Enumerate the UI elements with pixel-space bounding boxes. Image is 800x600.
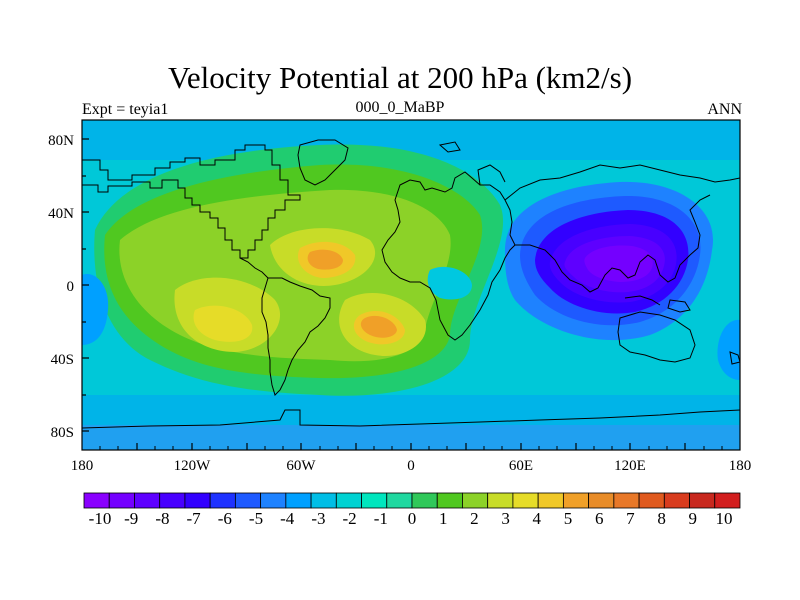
colorbar-box xyxy=(108,492,135,509)
lon-label-120w: 120W xyxy=(174,458,212,474)
colorbar-label: -1 xyxy=(374,509,388,528)
colorbar-label: -10 xyxy=(89,509,112,528)
colorbar-box xyxy=(562,492,590,509)
colorbar-box xyxy=(714,492,741,509)
colorbar-box xyxy=(310,492,337,509)
colorbar-box xyxy=(487,492,514,509)
lat-label-80s: 80S xyxy=(51,425,74,441)
experiment-label: Expt = teyia1 xyxy=(82,101,169,118)
plot-title: Velocity Potential at 200 hPa (km2/s) xyxy=(167,60,633,95)
lon-label-120e: 120E xyxy=(614,458,646,474)
colorbar-label: 5 xyxy=(564,509,573,528)
colorbar-box xyxy=(689,492,716,509)
colorbar-box xyxy=(638,492,665,509)
lon-label-60w: 60W xyxy=(286,458,316,474)
colorbar-label: -8 xyxy=(155,509,169,528)
lon-major-ticks xyxy=(136,443,686,450)
lat-label-0: 0 xyxy=(67,279,75,295)
colorbar-box xyxy=(285,492,312,509)
colorbar-label: 8 xyxy=(657,509,666,528)
colorbar-label: 4 xyxy=(533,509,542,528)
lat-label-40n: 40N xyxy=(48,206,74,222)
colorbar-label: 6 xyxy=(595,509,604,528)
colorbar-label: 7 xyxy=(626,509,635,528)
colorbar-label: -5 xyxy=(249,509,263,528)
colorbar-label: -2 xyxy=(343,509,357,528)
coastlines xyxy=(82,139,740,429)
colorbar-box xyxy=(361,492,388,509)
colorbar-box xyxy=(462,492,489,509)
lat-label-80n: 80N xyxy=(48,133,74,149)
colorbar-box xyxy=(613,492,640,509)
lat-label-40s: 40S xyxy=(51,352,74,368)
colorbar-box xyxy=(537,492,564,509)
colorbar-box xyxy=(134,492,161,509)
colorbar-box xyxy=(335,492,362,509)
colorbar-label: 3 xyxy=(501,509,510,528)
lon-label-0: 0 xyxy=(407,458,415,474)
colorbar-box xyxy=(663,492,690,509)
colorbar-label: -4 xyxy=(280,509,295,528)
colorbar-label: -7 xyxy=(187,509,202,528)
colorbar-label: 9 xyxy=(689,509,698,528)
colorbar-box xyxy=(386,492,413,509)
colorbar-box xyxy=(234,492,262,509)
colorbar-label: 10 xyxy=(716,509,733,528)
colorbar-box xyxy=(209,492,236,509)
colorbar-label: 0 xyxy=(408,509,417,528)
colorbar-labels: -10 -9 -8 -7 -6 -5 -4 -3 -2 -1 0 1 2 3 4 5 6 7 8 9 10 xyxy=(89,509,733,528)
contour-field xyxy=(82,120,740,450)
colorbar-box xyxy=(159,492,186,509)
colorbar-box xyxy=(512,492,539,509)
colorbar-label: -6 xyxy=(218,509,232,528)
time-label: 000_0_MaBP xyxy=(355,99,445,116)
colorbar-box xyxy=(260,492,287,509)
colorbar-box xyxy=(83,492,110,509)
colorbar xyxy=(83,492,741,509)
colorbar-box xyxy=(184,492,211,509)
colorbar-box xyxy=(588,492,615,509)
lon-label-60e: 60E xyxy=(509,458,533,474)
lon-label-180e: 180 xyxy=(729,458,752,474)
colorbar-label: -9 xyxy=(124,509,138,528)
lat-ticks xyxy=(82,138,89,432)
lon-label-180w: 180 xyxy=(71,458,94,474)
colorbar-label: -3 xyxy=(311,509,325,528)
season-label: ANN xyxy=(707,101,742,118)
colorbar-box xyxy=(436,492,463,509)
lon-minor-ticks xyxy=(99,446,723,450)
colorbar-box xyxy=(411,492,438,509)
colorbar-label: 1 xyxy=(439,509,448,528)
colorbar-label: 2 xyxy=(470,509,479,528)
